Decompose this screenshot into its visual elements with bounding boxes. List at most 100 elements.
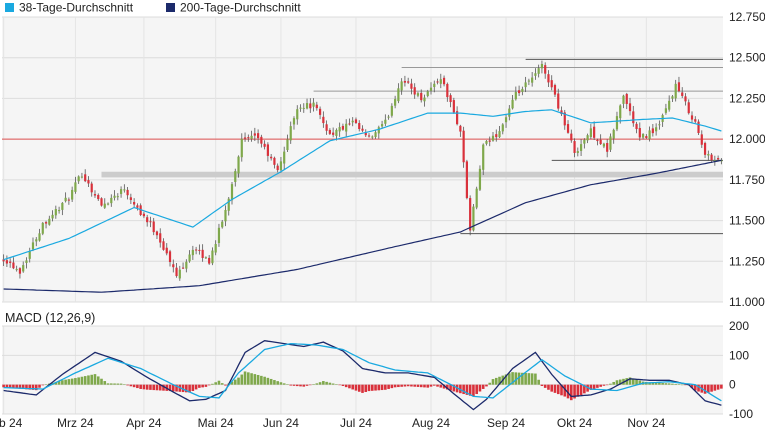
- macd-histogram-bar: [64, 379, 67, 385]
- candle-body: [521, 88, 524, 92]
- candle-body: [596, 139, 599, 142]
- macd-histogram-bar: [397, 384, 400, 388]
- candle-body: [270, 156, 273, 159]
- candle-body: [508, 108, 511, 117]
- candle-body: [162, 241, 165, 250]
- candle-body: [446, 83, 449, 98]
- candle-body: [599, 139, 602, 145]
- candle-body: [394, 99, 397, 106]
- candle-body: [390, 105, 393, 116]
- macd-histogram-bar: [556, 384, 560, 395]
- candle-body: [230, 184, 234, 201]
- candle-body: [612, 129, 615, 139]
- candle-body: [579, 144, 583, 151]
- macd-histogram-bar: [299, 384, 302, 387]
- candle-body: [211, 250, 214, 264]
- ma38-line: [3, 109, 722, 261]
- macd-histogram-bar: [325, 381, 328, 385]
- candle-body: [181, 267, 185, 269]
- candle-body: [377, 127, 380, 134]
- candle-body: [146, 217, 149, 223]
- macd-histogram-bar: [191, 384, 195, 392]
- macd-histogram-bar: [716, 384, 720, 390]
- candle-body: [15, 269, 18, 271]
- macd-histogram-bar: [116, 383, 120, 385]
- macd-histogram-bar: [514, 372, 518, 385]
- macd-histogram-bar: [80, 376, 84, 385]
- candle-body: [651, 128, 654, 134]
- candle-body: [18, 268, 22, 274]
- candle-body: [563, 112, 566, 126]
- macd-histogram-bar: [635, 379, 638, 385]
- candle-body: [129, 197, 132, 201]
- macd-histogram-bar: [247, 372, 250, 385]
- macd-histogram-bar: [468, 384, 472, 396]
- macd-histogram-bar: [93, 374, 97, 385]
- candle-body: [263, 143, 266, 147]
- candle-body: [674, 83, 677, 99]
- macd-histogram-bar: [338, 384, 341, 386]
- macd-histogram-bar: [631, 378, 635, 385]
- macd-histogram-bar: [599, 384, 602, 387]
- candle-body: [531, 77, 534, 83]
- macd-histogram-bar: [5, 384, 9, 388]
- macd-histogram-bar: [106, 383, 110, 385]
- macd-histogram-bar: [142, 384, 146, 390]
- legend-label-ma38: 38-Tage-Durchschnitt: [19, 1, 134, 15]
- macd-histogram-bar: [475, 384, 478, 395]
- macd-histogram-bar: [612, 381, 616, 385]
- candle-body: [315, 104, 318, 109]
- macd-histogram-bar: [2, 384, 5, 388]
- macd-histogram-bar: [139, 384, 142, 389]
- macd-histogram-bar: [181, 384, 185, 393]
- x-tick-label: Mrz 24: [57, 416, 94, 430]
- candle-body: [253, 133, 256, 136]
- legend: 38-Tage-Durchschnitt 200-Tage-Durchschni…: [5, 1, 301, 15]
- candle-body: [641, 133, 645, 138]
- candle-body: [635, 123, 638, 130]
- candle-body: [2, 259, 5, 262]
- candle-body: [67, 199, 70, 201]
- macd-histogram-bar: [155, 384, 159, 391]
- candles: [2, 60, 723, 281]
- candle-body: [188, 254, 191, 262]
- price-y-tick-label: 11.000: [729, 295, 765, 309]
- candle-body: [690, 115, 694, 120]
- candle-body: [305, 103, 309, 109]
- macd-histogram-bar: [410, 384, 413, 387]
- candle-body: [540, 63, 544, 69]
- macd-histogram-bar: [596, 384, 599, 388]
- candle-body: [273, 157, 276, 165]
- candle-body: [586, 135, 589, 141]
- candle-body: [44, 222, 48, 224]
- candle-body: [511, 99, 514, 109]
- candle-body: [589, 128, 592, 138]
- candle-body: [495, 134, 498, 138]
- candle-body: [407, 81, 410, 83]
- macd-histogram-bar: [540, 384, 544, 386]
- macd-histogram-bar: [152, 384, 156, 391]
- macd-histogram-bar: [90, 374, 94, 385]
- macd-histogram-bar: [357, 384, 361, 392]
- candle-body: [221, 221, 224, 228]
- macd-histogram-bar: [446, 384, 449, 390]
- candle-body: [38, 233, 41, 241]
- macd-histogram-bar: [253, 374, 257, 385]
- candle-body: [625, 93, 628, 104]
- candle-body: [684, 96, 687, 102]
- macd-histogram-bar: [550, 384, 554, 392]
- candle-body: [560, 110, 563, 115]
- candle-body: [593, 126, 596, 138]
- macd-histogram-bar: [367, 384, 371, 392]
- candle-body: [452, 100, 455, 113]
- macd-histogram-bar: [341, 384, 345, 386]
- macd-histogram-bar: [530, 373, 534, 385]
- candle-body: [9, 261, 12, 263]
- candle-body: [485, 140, 488, 144]
- macd-histogram-bar: [586, 384, 589, 392]
- candle-body: [681, 92, 684, 96]
- candle-body: [387, 116, 390, 118]
- macd-histogram-bar: [70, 378, 74, 385]
- macd-histogram-bar: [560, 384, 563, 396]
